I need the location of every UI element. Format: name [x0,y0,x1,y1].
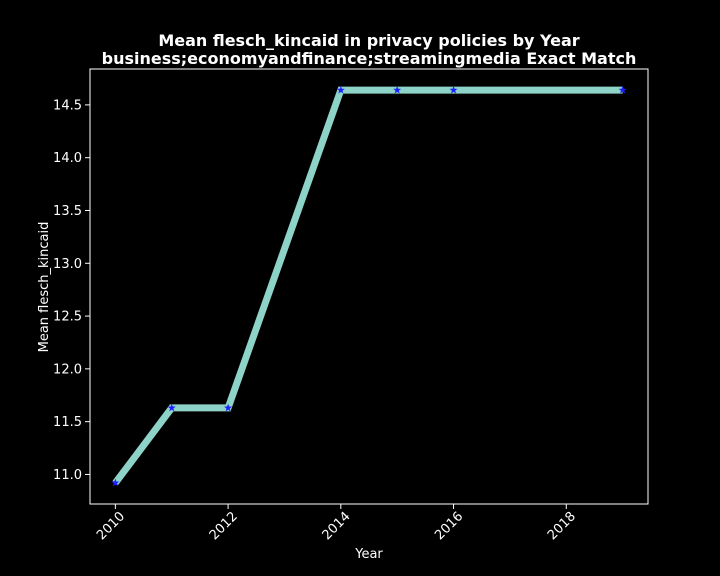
x-tick-label: 2014 [320,509,354,543]
series-line-path [112,86,623,485]
x-tick-label: 2012 [207,509,241,543]
data-point-marker [336,85,345,94]
y-tick-label: 12.0 [53,362,82,377]
data-point-marker [393,85,402,94]
x-tick-label: 2018 [545,509,579,543]
plot-frame [89,68,649,505]
data-point-marker [449,85,458,94]
data-point-marker [224,403,233,412]
y-tick-label: 13.0 [53,257,82,272]
y-axis-label: Mean flesch_kincaid [37,222,52,353]
series-markers [111,85,627,487]
data-point-marker [618,85,627,94]
series-line [112,86,623,485]
y-tick-label: 14.0 [53,151,82,166]
data-point-marker [111,478,120,487]
y-tick-label: 13.5 [53,204,82,219]
data-point-marker [167,403,176,412]
y-tick-label: 11.5 [53,415,82,430]
y-axis: 11.0 11.5 12.0 12.5 13.0 13.5 14.0 14.5 [53,98,90,483]
x-tick-label: 2016 [432,509,466,543]
x-tick-label: 2010 [94,509,128,543]
y-tick-label: 11.0 [53,468,82,483]
chart-title-line-2: business;economyandfinance;streamingmedi… [102,49,637,68]
x-axis-label: Year [354,547,383,562]
x-axis: 2010 2012 2014 2016 2018 [94,504,579,543]
chart-title-line-1: Mean flesch_kincaid in privacy policies … [158,31,579,50]
y-tick-label: 12.5 [53,310,82,325]
y-tick-label: 14.5 [53,98,82,113]
